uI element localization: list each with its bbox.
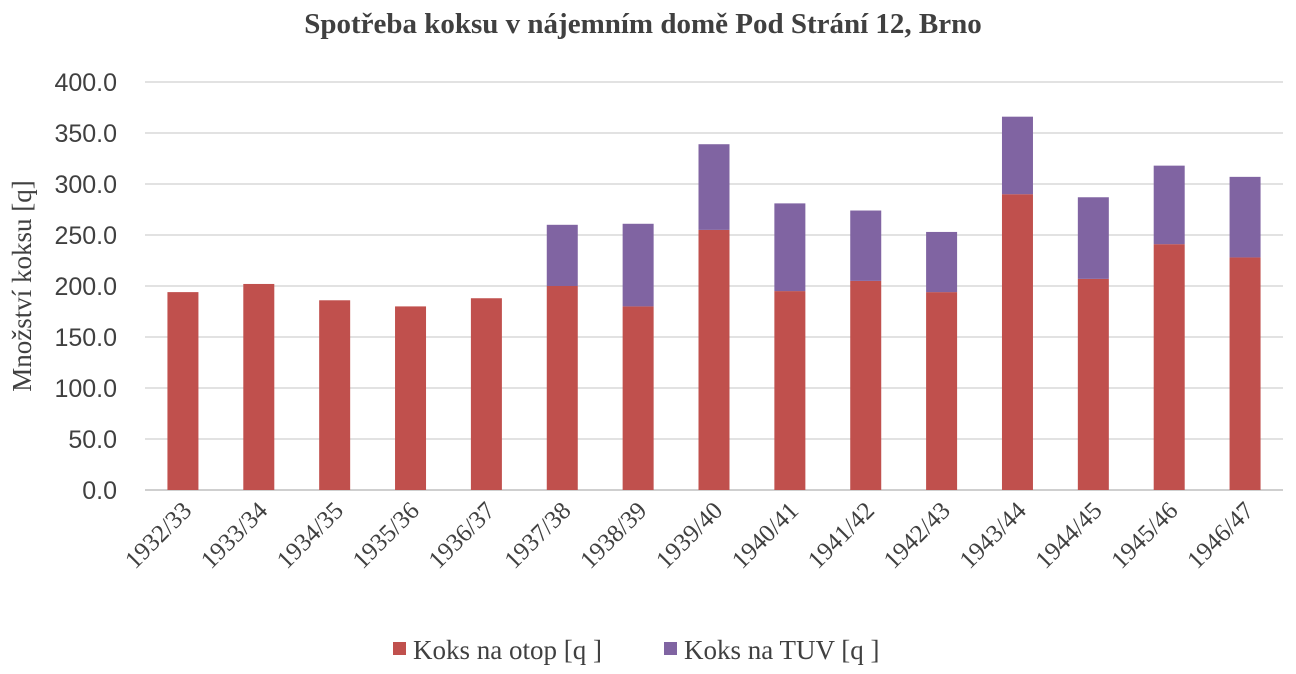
y-tick-label: 100.0 xyxy=(54,375,117,403)
legend-swatch-otop xyxy=(393,642,406,655)
bar-otop-1934-35 xyxy=(319,300,351,490)
bar-tuv-1944-45 xyxy=(1077,197,1109,279)
bar-otop-1941-42 xyxy=(850,280,882,490)
x-tick-label: 1945/46 xyxy=(1106,497,1183,574)
bar-tuv-1943-44 xyxy=(1001,116,1033,195)
bar-otop-1944-45 xyxy=(1077,278,1109,490)
bar-otop-1940-41 xyxy=(774,291,806,490)
y-tick-label: 250.0 xyxy=(54,222,117,250)
x-tick-label: 1943/44 xyxy=(955,497,1032,574)
bar-tuv-1938-39 xyxy=(622,223,654,307)
bar-tuv-1937-38 xyxy=(546,224,578,286)
legend: Koks na otop [q ] Koks na TUV [q ] xyxy=(393,635,880,665)
x-tick-label: 1936/37 xyxy=(424,497,501,574)
x-tick-label: 1944/45 xyxy=(1031,497,1108,574)
bar-otop-1945-46 xyxy=(1153,244,1185,490)
x-tick-label: 1937/38 xyxy=(499,497,576,574)
legend-label-otop: Koks na otop [q ] xyxy=(413,635,602,665)
bar-otop-1935-36 xyxy=(395,306,427,490)
bar-tuv-1941-42 xyxy=(850,210,882,281)
y-tick-labels: 0.0 50.0 100.0 150.0 200.0 250.0 300.0 350.0 400… xyxy=(54,69,117,505)
bars xyxy=(167,116,1261,490)
legend-swatch-tuv xyxy=(664,642,677,655)
y-tick-label: 200.0 xyxy=(54,273,117,301)
y-axis-label: Množství koksu [q] xyxy=(7,180,37,392)
x-tick-label: 1934/35 xyxy=(272,497,349,574)
bar-otop-1942-43 xyxy=(926,292,958,490)
x-tick-label: 1942/43 xyxy=(879,497,956,574)
x-tick-label: 1932/33 xyxy=(120,497,197,574)
x-tick-label: 1933/34 xyxy=(196,497,273,574)
x-tick-label: 1938/39 xyxy=(575,497,652,574)
y-tick-label: 400.0 xyxy=(54,69,117,97)
x-tick-label: 1939/40 xyxy=(651,497,728,574)
bar-otop-1932-33 xyxy=(167,292,199,490)
bar-otop-1937-38 xyxy=(546,286,578,490)
bar-otop-1938-39 xyxy=(622,306,654,490)
bar-tuv-1946-47 xyxy=(1229,176,1261,258)
bar-tuv-1942-43 xyxy=(926,231,958,293)
x-tick-labels: 1932/331933/341934/351935/361936/371937/… xyxy=(120,497,1259,574)
chart-title: Spotřeba koksu v nájemním domě Pod Strán… xyxy=(304,8,982,40)
bar-tuv-1939-40 xyxy=(698,144,730,230)
x-tick-label: 1941/42 xyxy=(803,497,880,574)
y-tick-label: 50.0 xyxy=(68,426,117,454)
y-tick-label: 0.0 xyxy=(82,477,117,505)
bar-otop-1933-34 xyxy=(243,283,275,490)
bar-otop-1943-44 xyxy=(1001,194,1033,490)
x-tick-label: 1935/36 xyxy=(348,497,425,574)
y-tick-label: 350.0 xyxy=(54,120,117,148)
bar-tuv-1940-41 xyxy=(774,203,806,292)
y-tick-label: 300.0 xyxy=(54,171,117,199)
x-tick-label: 1946/47 xyxy=(1182,497,1259,574)
bar-tuv-1945-46 xyxy=(1153,165,1185,245)
bar-otop-1939-40 xyxy=(698,229,730,490)
bar-otop-1946-47 xyxy=(1229,257,1261,490)
x-tick-label: 1940/41 xyxy=(727,497,804,574)
legend-label-tuv: Koks na TUV [q ] xyxy=(684,635,880,665)
y-tick-label: 150.0 xyxy=(54,324,117,352)
bar-otop-1936-37 xyxy=(470,298,502,490)
